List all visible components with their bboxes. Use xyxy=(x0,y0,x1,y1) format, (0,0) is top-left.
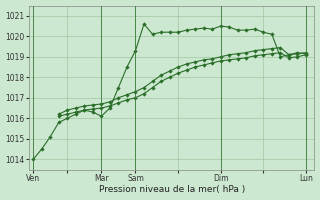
X-axis label: Pression niveau de la mer( hPa ): Pression niveau de la mer( hPa ) xyxy=(99,185,245,194)
